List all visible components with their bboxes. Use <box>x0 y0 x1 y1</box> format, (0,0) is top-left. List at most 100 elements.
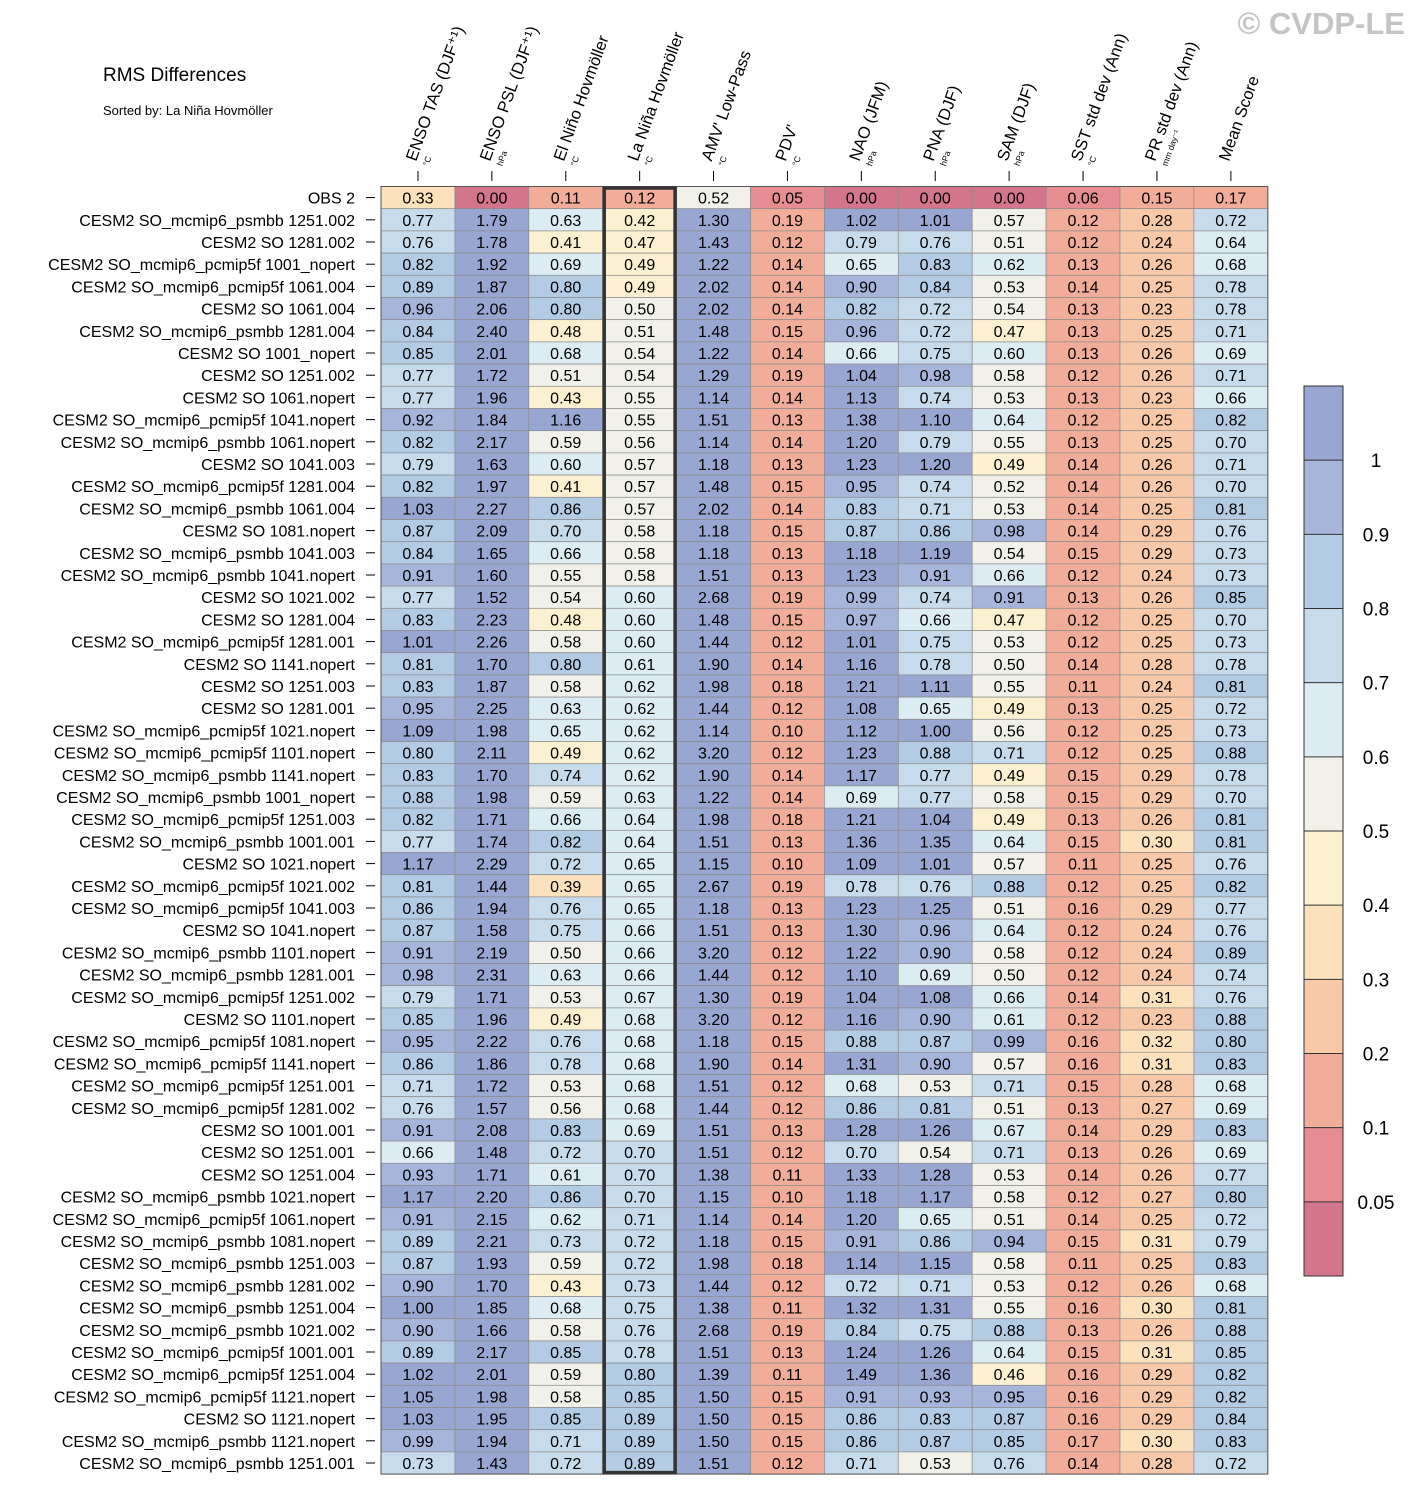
cell-value-label: 1.08 <box>846 701 877 718</box>
cell-value-label: 0.53 <box>994 1278 1025 1295</box>
colorbar-tick-label: 0.3 <box>1363 970 1389 991</box>
cell-value-label: 1.43 <box>698 235 729 252</box>
cell-value-label: 0.71 <box>994 1079 1025 1096</box>
cell-value-label: 0.15 <box>1067 1234 1098 1251</box>
cell-value-label: 2.40 <box>476 324 507 341</box>
cell-value-label: 1.22 <box>698 790 729 807</box>
cell-value-label: 1.97 <box>476 479 507 496</box>
cell-value-label: 0.86 <box>846 1412 877 1429</box>
cell-value-label: 0.90 <box>920 1056 951 1073</box>
cell-value-label: 0.74 <box>920 479 951 496</box>
row-label: CESM2 SO_mcmip6_psmbb 1061.nopert <box>61 435 356 452</box>
cell-value-label: 0.26 <box>1141 457 1172 474</box>
column-header: AMV' Low-Pass°C <box>698 48 755 167</box>
cell-value-label: 0.68 <box>1215 257 1246 274</box>
cell-value-label: 0.68 <box>624 1079 655 1096</box>
cell-value-label: 0.85 <box>402 1012 433 1029</box>
cell-value-label: 0.12 <box>1067 413 1098 430</box>
cell-value-label: 0.72 <box>920 302 951 319</box>
cell-value-label: 0.66 <box>1215 390 1246 407</box>
row-label: CESM2 SO_mcmip6_psmbb 1251.001 <box>79 1456 355 1473</box>
cell-value-label: 1.51 <box>698 1079 729 1096</box>
cell-value-label: 0.11 <box>772 1301 802 1318</box>
cell-value-label: 1.18 <box>698 546 729 563</box>
cell-value-label: 0.76 <box>402 1101 433 1118</box>
cell-value-label: 0.14 <box>1067 1212 1098 1229</box>
cell-value-label: 1.38 <box>846 413 877 430</box>
cell-value-label: 0.14 <box>772 346 803 363</box>
cell-value-label: 2.09 <box>476 524 507 541</box>
cell-value-label: 0.47 <box>624 235 655 252</box>
cell-value-label: 3.20 <box>698 746 729 763</box>
column-header: PNA (DJF)hPa <box>920 83 964 167</box>
cell-value-label: 0.87 <box>994 1412 1025 1429</box>
cell-value-label: 0.10 <box>772 1190 803 1207</box>
cell-value-label: 0.67 <box>624 990 655 1007</box>
cell-value-label: 0.12 <box>772 235 803 252</box>
cell-value-label: 0.33 <box>402 191 433 208</box>
cell-value-label: 0.13 <box>1067 1323 1098 1340</box>
row-label: CESM2 SO 1001.001 <box>201 1123 355 1140</box>
cell-value-label: 0.99 <box>402 1434 433 1451</box>
cell-value-label: 0.53 <box>920 1079 951 1096</box>
cell-value-label: 0.63 <box>550 968 581 985</box>
cell-value-label: 1.90 <box>698 657 729 674</box>
cell-value-label: 1.20 <box>846 1212 877 1229</box>
cell-value-label: 0.11 <box>1068 1256 1098 1273</box>
cell-value-label: 0.87 <box>920 1434 951 1451</box>
cell-value-label: 0.13 <box>1067 590 1098 607</box>
cell-value-label: 0.41 <box>550 235 581 252</box>
cell-value-label: 0.55 <box>550 568 581 585</box>
cell-value-label: 0.59 <box>550 790 581 807</box>
cell-value-label: 1.72 <box>476 1079 507 1096</box>
cell-value-label: 0.12 <box>772 1145 803 1162</box>
cell-value-label: 0.58 <box>994 790 1025 807</box>
cell-value-label: 0.61 <box>624 657 655 674</box>
row-label: CESM2 SO_mcmip6_psmbb 1001.001 <box>79 834 355 851</box>
cell-value-label: 1.51 <box>698 413 729 430</box>
row-label: CESM2 SO_mcmip6_pcmip5f 1061.nopert <box>53 1212 356 1229</box>
cell-value-label: 0.74 <box>920 390 951 407</box>
cell-value-label: 0.31 <box>1141 990 1172 1007</box>
cell-value-label: 0.77 <box>1215 1167 1246 1184</box>
cell-value-label: 1.23 <box>846 457 877 474</box>
cell-value-label: 0.64 <box>994 923 1025 940</box>
cell-value-label: 0.77 <box>920 768 951 785</box>
cell-value-label: 0.23 <box>1141 302 1172 319</box>
cell-value-label: 1.30 <box>698 213 729 230</box>
cell-value-label: 0.75 <box>920 346 951 363</box>
cell-value-label: 0.54 <box>550 590 581 607</box>
cell-value-label: 0.77 <box>402 368 433 385</box>
cell-value-label: 1.90 <box>698 1056 729 1073</box>
colorbar-swatch <box>1304 386 1343 461</box>
row-labels: OBS 2 CESM2 SO_mcmip6_psmbb 1251.002 CESM2… <box>48 191 375 1473</box>
cell-value-label: 0.81 <box>1215 812 1246 829</box>
chart-title: RMS Differences <box>103 65 246 86</box>
cell-value-label: 1.23 <box>846 746 877 763</box>
cell-value-label: 0.64 <box>994 834 1025 851</box>
cell-value-label: 0.13 <box>772 923 803 940</box>
cell-value-label: 0.13 <box>1067 257 1098 274</box>
cell-value-label: 1.12 <box>846 723 877 740</box>
cell-value-label: 0.59 <box>550 1367 581 1384</box>
cell-value-label: 2.15 <box>476 1212 507 1229</box>
cell-value-label: 0.88 <box>920 746 951 763</box>
cell-value-label: 0.24 <box>1141 679 1172 696</box>
cell-value-label: 0.15 <box>1067 768 1098 785</box>
cell-value-label: 0.69 <box>1215 346 1246 363</box>
cell-value-label: 0.54 <box>994 546 1025 563</box>
cell-value-label: 0.82 <box>402 435 433 452</box>
cell-value-label: 0.82 <box>402 479 433 496</box>
cell-value-label: 0.62 <box>550 1212 581 1229</box>
cell-value-label: 0.12 <box>1067 1012 1098 1029</box>
cell-value-label: 0.70 <box>624 1190 655 1207</box>
cell-value-label: 0.86 <box>402 1056 433 1073</box>
row-label: CESM2 SO 1001_nopert <box>178 346 356 363</box>
cell-value-label: 0.49 <box>994 768 1025 785</box>
cell-value-label: 1.30 <box>698 990 729 1007</box>
cell-value-label: 0.14 <box>772 390 803 407</box>
row-label: CESM2 SO_mcmip6_pcmip5f 1121.nopert <box>54 1389 356 1406</box>
cell-value-label: 0.15 <box>772 1234 803 1251</box>
colorbar-tick-label: 0.9 <box>1363 525 1389 546</box>
cell-value-label: 0.13 <box>1067 1145 1098 1162</box>
